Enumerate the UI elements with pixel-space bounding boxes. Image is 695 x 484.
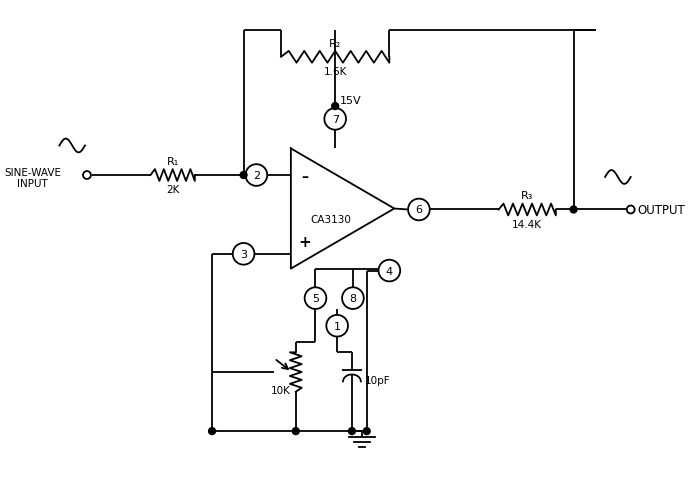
Circle shape <box>627 206 635 214</box>
Text: 4: 4 <box>386 266 393 276</box>
Circle shape <box>245 165 267 186</box>
Text: 1.6K: 1.6K <box>323 66 347 76</box>
Text: 1: 1 <box>334 321 341 331</box>
Text: 2: 2 <box>253 171 260 181</box>
Circle shape <box>233 243 254 265</box>
Text: +: + <box>298 234 311 249</box>
Circle shape <box>342 287 363 309</box>
Text: R₁: R₁ <box>167 157 179 167</box>
Text: R₂: R₂ <box>329 39 341 49</box>
Circle shape <box>304 287 327 309</box>
Circle shape <box>570 207 577 213</box>
Text: 14.4K: 14.4K <box>512 220 542 230</box>
Circle shape <box>363 428 370 435</box>
Text: 6: 6 <box>416 205 423 215</box>
Circle shape <box>332 104 338 110</box>
Text: 2K: 2K <box>166 184 179 195</box>
Text: 15V: 15V <box>340 96 361 106</box>
Text: –: – <box>301 170 308 183</box>
Text: 3: 3 <box>240 249 247 259</box>
Text: 8: 8 <box>350 293 357 303</box>
Text: 10K: 10K <box>271 385 291 395</box>
Circle shape <box>83 172 91 180</box>
Text: CA3130: CA3130 <box>311 215 352 225</box>
Text: R₃: R₃ <box>521 190 534 200</box>
Circle shape <box>408 199 430 221</box>
Text: 10pF: 10pF <box>365 375 391 385</box>
Circle shape <box>240 172 247 179</box>
Circle shape <box>348 428 355 435</box>
Circle shape <box>327 315 348 337</box>
Text: 5: 5 <box>312 293 319 303</box>
Circle shape <box>379 260 400 282</box>
Text: OUTPUT: OUTPUT <box>637 204 685 216</box>
Text: SINE-WAVE: SINE-WAVE <box>4 168 61 178</box>
Circle shape <box>208 428 215 435</box>
Circle shape <box>293 428 300 435</box>
Text: INPUT: INPUT <box>17 179 48 188</box>
Circle shape <box>325 109 346 130</box>
Text: 7: 7 <box>332 115 338 124</box>
